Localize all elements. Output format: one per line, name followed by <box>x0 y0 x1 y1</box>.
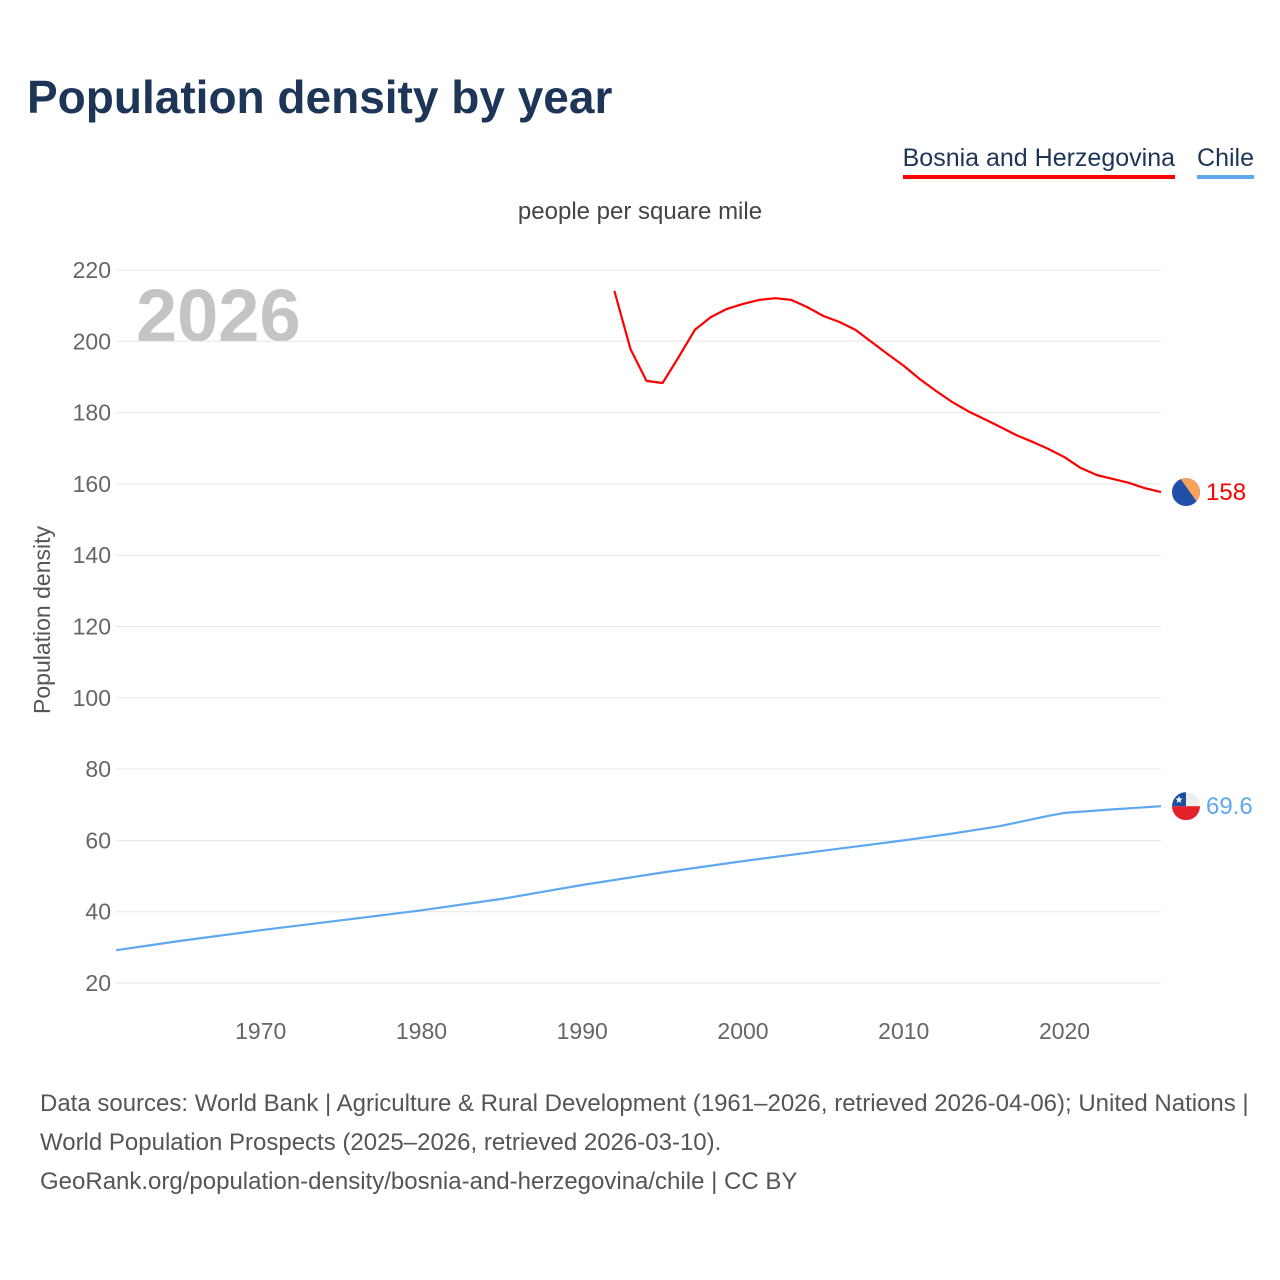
y-tick-label: 40 <box>85 899 111 925</box>
legend-item-bosnia[interactable]: Bosnia and Herzegovina <box>902 144 1176 179</box>
x-tick-label: 1990 <box>557 1018 608 1044</box>
x-tick-label: 2010 <box>878 1018 929 1044</box>
end-value-label: 69.6 <box>1206 793 1253 820</box>
chart-subtitle: people per square mile <box>517 198 763 225</box>
y-tick-label: 120 <box>73 614 111 640</box>
series-line-chile <box>115 805 1162 952</box>
data-source: Data sources: World Bank | Agriculture &… <box>40 1084 1250 1201</box>
x-tick-label: 2000 <box>717 1018 768 1044</box>
legend-item-chile[interactable]: Chile <box>1197 144 1254 179</box>
flag-star: ★ <box>1175 795 1184 806</box>
y-tick-label: 220 <box>73 257 111 283</box>
source-line-1: Data sources: World Bank | Agriculture &… <box>40 1090 1249 1156</box>
end-value-label: 158 <box>1206 479 1246 506</box>
x-tick-label: 1980 <box>396 1018 447 1044</box>
y-tick-label: 60 <box>85 827 111 853</box>
year-watermark: 2026 <box>136 274 301 357</box>
y-tick-label: 80 <box>85 756 111 782</box>
bosnia-flag-icon <box>1172 478 1200 507</box>
y-tick-label: 100 <box>73 685 111 711</box>
flag-triangle <box>1180 478 1200 507</box>
y-tick-label: 20 <box>85 970 111 996</box>
x-tick-label: 2020 <box>1039 1018 1090 1044</box>
x-tick-label: 1970 <box>235 1018 286 1044</box>
y-axis-label: Population density <box>29 526 55 714</box>
y-tick-label: 160 <box>73 471 111 497</box>
y-tick-label: 180 <box>73 400 111 426</box>
flag-body: ★ <box>1172 792 1200 821</box>
flag-red <box>1172 806 1200 821</box>
y-tick-label: 200 <box>73 328 111 354</box>
series-line-bosnia <box>613 290 1162 494</box>
y-tick-label: 140 <box>73 542 111 568</box>
chart-title: Population density by year <box>27 71 613 123</box>
chile-flag-icon: ★ <box>1172 792 1200 821</box>
line-chart: 2026 20 40 60 80 100 120 140 160 180 200 220 1970 19… <box>29 257 1253 1044</box>
legend: Bosnia and Herzegovina Chile <box>902 144 1254 179</box>
flag-body <box>1172 478 1200 507</box>
source-line-2[interactable]: GeoRank.org/population-density/bosnia-an… <box>40 1168 798 1195</box>
